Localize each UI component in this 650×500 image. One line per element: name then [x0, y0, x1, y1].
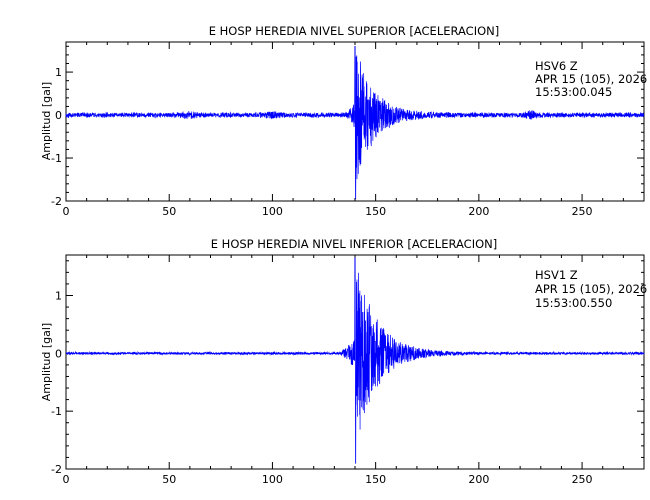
- panel-inferior: E HOSP HEREDIA NIVEL INFERIOR [ACELERACI…: [40, 237, 647, 486]
- date-label: APR 15 (105), 2026: [535, 72, 647, 86]
- tick-group: 0 50 100 150 200 250 -2 -1 0 1: [51, 42, 645, 218]
- time-label: 15:53:00.550: [535, 296, 612, 310]
- y-tick-label: 0: [55, 347, 62, 360]
- chart-title: E HOSP HEREDIA NIVEL INFERIOR [ACELERACI…: [211, 237, 497, 251]
- y-tick-label: -1: [51, 152, 62, 165]
- x-tick-label: 100: [262, 205, 283, 218]
- tick-group: 0 50 100 150 200 250 -2 -1 0 1: [51, 255, 645, 486]
- y-axis-label: Amplitud [gal]: [40, 82, 53, 160]
- x-tick-label: 0: [63, 205, 70, 218]
- chart-title: E HOSP HEREDIA NIVEL SUPERIOR [ACELERACI…: [209, 24, 500, 38]
- y-axis-label: Amplitud [gal]: [40, 323, 53, 401]
- x-tick-label: 50: [162, 205, 176, 218]
- x-tick-label: 200: [468, 205, 489, 218]
- x-tick-label: 0: [63, 473, 70, 486]
- x-tick-label: 250: [572, 473, 593, 486]
- x-tick-label: 150: [365, 473, 386, 486]
- date-label: APR 15 (105), 2026: [535, 282, 647, 296]
- panel-superior: E HOSP HEREDIA NIVEL SUPERIOR [ACELERACI…: [40, 24, 647, 218]
- station-label: HSV6 Z: [535, 59, 578, 73]
- y-tick-label: -2: [51, 463, 62, 476]
- y-tick-label: -2: [51, 195, 62, 208]
- y-tick-label: 1: [55, 66, 62, 79]
- y-tick-label: 0: [55, 109, 62, 122]
- trace-group: [65, 45, 645, 200]
- y-tick-label: 1: [55, 289, 62, 302]
- station-label: HSV1 Z: [535, 268, 578, 282]
- x-tick-label: 200: [468, 473, 489, 486]
- x-tick-label: 100: [262, 473, 283, 486]
- acceleration-series-line: [65, 257, 645, 464]
- x-tick-label: 150: [365, 205, 386, 218]
- acceleration-series-line: [65, 45, 645, 200]
- time-label: 15:53:00.045: [535, 85, 612, 99]
- trace-group: [65, 257, 645, 464]
- x-tick-label: 250: [572, 205, 593, 218]
- x-tick-label: 50: [162, 473, 176, 486]
- y-tick-label: -1: [51, 405, 62, 418]
